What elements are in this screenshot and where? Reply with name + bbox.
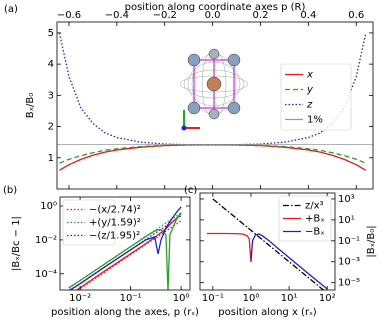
legend: z/x³ +Bₓ −Bₓ <box>278 195 332 242</box>
x-axis-label: position along coordinate axes p (R) <box>125 2 306 13</box>
panel: (a) −0.6 −0.4 −0.2 0.0 0.2 0.4 0.6 1 2 3 4 5 position… <box>4 2 374 190</box>
legend-label: y <box>306 85 314 96</box>
data-line <box>59 144 367 171</box>
x-tick-label: 10⁻¹ <box>120 293 142 304</box>
coil-inset <box>179 48 249 131</box>
x-tick-label: −0.6 <box>57 10 81 21</box>
y-tick-label: 1 <box>48 153 54 164</box>
x-tick-label: 0.4 <box>300 10 316 21</box>
data-line <box>206 232 252 262</box>
axes-frame <box>59 196 191 291</box>
legend-label: −(x/2.74)² <box>89 205 141 216</box>
data-line <box>68 212 182 290</box>
x-tick-label: 0.2 <box>253 10 269 21</box>
x-tick-label: 0.0 <box>205 10 221 21</box>
x-tick-label: 10² <box>319 293 336 304</box>
legend-label: x <box>306 70 313 81</box>
panel: (b) 10⁻² 10⁻¹ 10⁰ 10⁻⁴ 10⁻² 10⁰ position along … <box>3 185 199 318</box>
panel: (c) 10⁻¹ 10⁰ 10¹ 10² 10³ 10¹ 10⁻¹ 10⁻³ 10⁻⁵ positi… <box>184 185 377 318</box>
y-tick-label: 3 <box>48 90 54 101</box>
y-tick-label: 10⁻¹ <box>338 236 360 247</box>
x-tick-label: 10¹ <box>281 293 298 304</box>
panel-label: (c) <box>184 185 197 196</box>
y-tick-label: 10⁻⁴ <box>35 269 57 280</box>
y-axis-label: |Bₓ/Bc − 1| <box>11 216 22 271</box>
x-tick-label: 10⁰ <box>243 293 260 304</box>
y-tick-label: 10³ <box>338 194 355 205</box>
data-line <box>212 198 325 290</box>
data-line <box>75 213 182 290</box>
legend-label: +(y/1.59)² <box>89 218 141 229</box>
x-axis-label: position along x (rₛ) <box>218 307 317 318</box>
legend-label: z/x³ <box>305 201 324 212</box>
axes-frame <box>56 21 374 190</box>
axes-frame <box>199 192 336 291</box>
y-axis-label: |Bₓ/B₀| <box>366 225 377 257</box>
legend-label: 1% <box>307 115 323 126</box>
legend: xyz 1% <box>280 63 352 131</box>
panel-label: (a) <box>4 4 18 15</box>
y-tick-label: 10⁻² <box>35 235 57 246</box>
y-tick-label: 5 <box>48 28 54 39</box>
data-line <box>68 206 182 290</box>
series-group <box>68 206 182 290</box>
y-tick-label: 10⁰ <box>40 201 57 212</box>
data-line <box>76 220 182 290</box>
legend-box <box>62 199 116 246</box>
legend-label: −Bₓ <box>305 227 325 238</box>
y-axis-label: Bₓ/B₀ <box>25 93 36 119</box>
panel-label: (b) <box>3 185 17 196</box>
legend-label: −(z/1.95)² <box>89 231 140 242</box>
data-line <box>250 233 328 290</box>
y-tick-label: 10⁻³ <box>338 257 360 268</box>
legend-label: +Bₓ <box>305 214 325 225</box>
y-tick-label: 4 <box>48 59 54 70</box>
x-tick-label: 10⁻² <box>69 293 91 304</box>
y-tick-label: 2 <box>48 122 54 133</box>
legend-box <box>278 195 332 242</box>
series-group <box>206 198 328 290</box>
x-tick-label: −0.4 <box>105 10 129 21</box>
y-tick-label: 10¹ <box>338 215 355 226</box>
y-tick-label: 10⁻⁵ <box>338 278 360 289</box>
data-line <box>59 144 367 164</box>
x-tick-label: 10⁻¹ <box>202 293 224 304</box>
legend-label: z <box>306 100 313 111</box>
legend: −(x/2.74)² +(y/1.59)² −(z/1.95)² <box>62 199 141 246</box>
x-tick-label: 0.6 <box>348 10 364 21</box>
x-tick-label: 10⁰ <box>173 293 190 304</box>
x-tick-label: −0.2 <box>153 10 177 21</box>
legend-box <box>280 63 352 131</box>
x-axis-label: position along the axes, p (rₛ) <box>51 307 199 318</box>
